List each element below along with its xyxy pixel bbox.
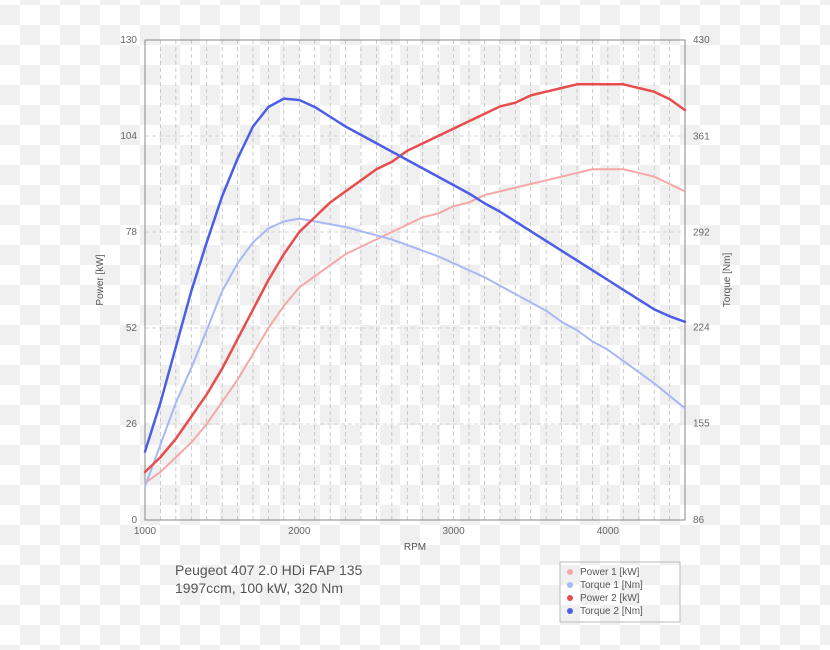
y-left-tick-label: 0 <box>131 515 137 526</box>
legend-swatch <box>567 595 573 601</box>
series-line <box>145 169 685 483</box>
dyno-chart: 1000 2000 3000 4000 0 26 52 78 104 130 86 155 224 292… <box>0 0 830 650</box>
chart-svg: 1000 2000 3000 4000 0 26 52 78 104 130 86 155 224 292… <box>0 0 830 650</box>
y-left-tick-label: 52 <box>126 323 138 334</box>
y-right-tick-label: 292 <box>693 228 710 239</box>
y-right-axis-label: Torque [Nm] <box>722 253 733 308</box>
y-right-tick-label: 224 <box>693 322 710 333</box>
legend-label: Torque 2 [Nm] <box>580 606 643 617</box>
chart-subtitle-line2: 1997ccm, 100 kW, 320 Nm <box>175 580 343 596</box>
chart-subtitle-line1: Peugeot 407 2.0 HDi FAP 135 <box>175 562 363 578</box>
y-right-tick-label: 86 <box>693 515 705 526</box>
y-right-tick-label: 155 <box>693 419 710 430</box>
series-line <box>145 99 685 452</box>
y-left-tick-label: 78 <box>126 227 138 238</box>
legend-swatch <box>567 608 573 614</box>
legend-swatch <box>567 569 573 575</box>
y-left-tick-label: 26 <box>126 419 138 430</box>
plot-border <box>145 40 685 520</box>
y-right-tick-label: 430 <box>693 35 710 46</box>
legend-swatch <box>567 582 573 588</box>
legend-label: Power 2 [kW] <box>580 593 640 604</box>
y-right-tick-label: 361 <box>693 131 710 142</box>
y-left-tick-label: 130 <box>120 35 137 46</box>
legend-label: Torque 1 [Nm] <box>580 580 643 591</box>
x-tick-label: 3000 <box>442 526 465 537</box>
x-axis-label: RPM <box>404 542 426 553</box>
legend-label: Power 1 [kW] <box>580 567 640 578</box>
y-left-tick-label: 104 <box>120 131 137 142</box>
x-tick-label: 2000 <box>288 526 311 537</box>
series-line <box>145 219 685 487</box>
x-tick-label: 4000 <box>597 526 620 537</box>
y-left-axis-label: Power [kW] <box>95 254 106 305</box>
x-tick-label: 1000 <box>134 526 157 537</box>
